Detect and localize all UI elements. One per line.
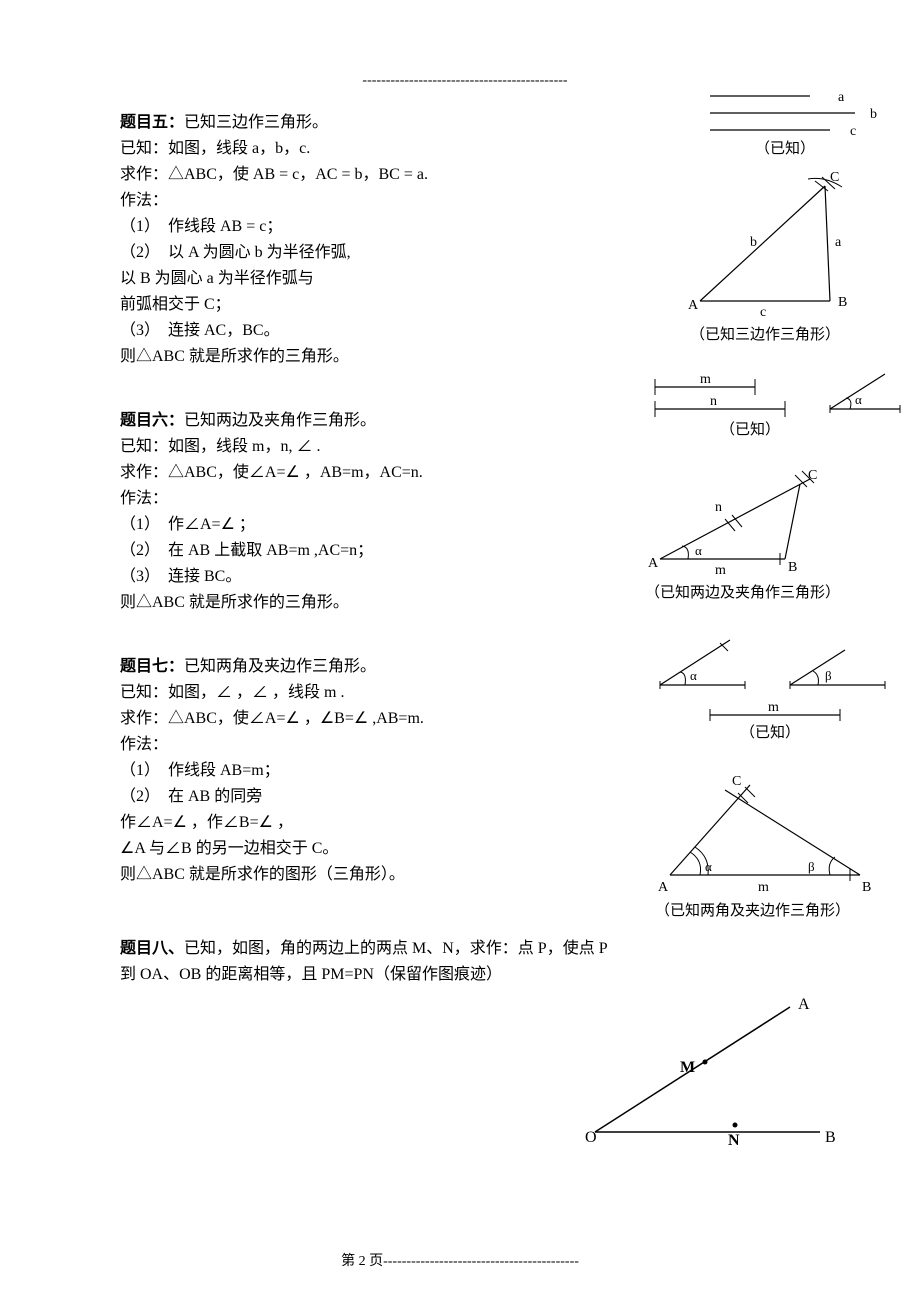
svg-text:c: c: [850, 124, 856, 139]
p6-step2: （2） 在 AB 上截取 AB=m ,AC=n；: [120, 539, 520, 563]
problem-6: 题目六：已知两边及夹角作三角形。 已知：如图，线段 m，n, ∠ . 求作：△A…: [120, 409, 870, 615]
p5-figure: a b c （已知） A B C b a c （已知三边作三角形）: [670, 81, 900, 369]
p7-step2b: 作∠A=∠ ，作∠B=∠ ，: [120, 811, 520, 835]
problem-7-text: 题目七：已知两角及夹边作三角形。 已知：如图，∠ ，∠ ，线段 m . 求作：△…: [120, 655, 520, 887]
p8-figure: O A B M N: [580, 997, 840, 1155]
svg-text:A: A: [648, 556, 659, 571]
svg-text:n: n: [710, 394, 717, 409]
svg-text:A: A: [658, 880, 669, 895]
svg-text:a: a: [838, 90, 845, 105]
p6-method: 作法：: [120, 487, 520, 511]
problem-8-text: 题目八、已知，如图，角的两边上的两点 M、N，求作：点 P，使点 P 到 OA、…: [120, 937, 720, 987]
p5-conclusion: 则△ABC 就是所求作的三角形。: [120, 345, 520, 369]
p7-step2c: ∠A 与∠B 的另一边相交于 C。: [120, 837, 520, 861]
svg-text:（已知两边及夹角作三角形）: （已知两边及夹角作三角形）: [645, 584, 840, 601]
footer-page: 第 2 页: [341, 1254, 383, 1269]
svg-text:C: C: [732, 774, 741, 789]
footer: 第 2 页-----------------------------------…: [0, 1251, 920, 1272]
p5-step2: （2） 以 A 为圆心 b 为半径作弧,: [120, 241, 520, 265]
problem-8: 题目八、已知，如图，角的两边上的两点 M、N，求作：点 P，使点 P 到 OA、…: [120, 937, 870, 987]
svg-text:α: α: [690, 668, 697, 683]
svg-text:α: α: [695, 543, 702, 558]
footer-dashes: ----------------------------------------…: [383, 1254, 579, 1269]
p7-method: 作法：: [120, 733, 520, 757]
p6-step1: （1） 作∠A=∠ ；: [120, 513, 520, 537]
svg-text:c: c: [760, 305, 766, 320]
p5-step1: （1） 作线段 AB = c；: [120, 215, 520, 239]
svg-text:A: A: [688, 298, 699, 313]
svg-text:（已知两角及夹边作三角形）: （已知两角及夹边作三角形）: [655, 902, 850, 919]
svg-text:A: A: [798, 997, 810, 1013]
svg-text:B: B: [788, 560, 797, 575]
p8-svg: O A B M N: [580, 997, 840, 1147]
svg-text:b: b: [750, 235, 757, 250]
p7-svg: α β m （已知） α β: [630, 635, 920, 925]
svg-text:C: C: [808, 468, 817, 483]
problem-6-text: 题目六：已知两边及夹角作三角形。 已知：如图，线段 m，n, ∠ . 求作：△A…: [120, 409, 520, 615]
svg-text:a: a: [835, 235, 842, 250]
svg-text:（已知）: （已知）: [740, 724, 800, 741]
svg-text:m: m: [700, 372, 711, 387]
svg-text:C: C: [830, 170, 839, 185]
p6-given: 已知：如图，线段 m，n, ∠ .: [120, 435, 520, 459]
p6-require: 求作：△ABC，使∠A=∠ ，AB=m，AC=n.: [120, 461, 520, 485]
p7-step2: （2） 在 AB 的同旁: [120, 785, 520, 809]
svg-text:O: O: [585, 1129, 597, 1146]
p6-conclusion: 则△ABC 就是所求作的三角形。: [120, 591, 520, 615]
svg-text:m: m: [758, 880, 769, 895]
svg-text:N: N: [728, 1132, 740, 1147]
svg-text:（已知）: （已知）: [720, 421, 780, 438]
svg-text:B: B: [825, 1129, 836, 1146]
p7-figure: α β m （已知） α β: [630, 635, 920, 933]
svg-text:m: m: [715, 563, 726, 578]
p8-text2: 到 OA、OB 的距离相等，且 PM=PN（保留作图痕迹）: [120, 963, 720, 987]
svg-text:β: β: [808, 859, 815, 874]
p6-title-text: 已知两边及夹角作三角形。: [184, 412, 376, 429]
svg-text:β: β: [825, 668, 832, 683]
p7-title: 题目七：: [120, 658, 184, 675]
p7-title-text: 已知两角及夹边作三角形。: [184, 658, 376, 675]
svg-text:n: n: [715, 500, 722, 515]
p5-step2b: 以 B 为圆心 a 为半径作弧与: [120, 267, 520, 291]
p5-svg: a b c （已知） A B C b a c （已知三边作三角形）: [670, 81, 900, 361]
p8-title: 题目八、: [120, 940, 184, 957]
svg-text:（已知三边作三角形）: （已知三边作三角形）: [690, 326, 840, 343]
problem-5: 题目五：已知三边作三角形。 已知：如图，线段 a，b，c. 求作：△ABC，使 …: [120, 111, 870, 369]
svg-text:B: B: [838, 295, 847, 310]
svg-text:b: b: [870, 107, 877, 122]
p8-text1: 已知，如图，角的两边上的两点 M、N，求作：点 P，使点 P: [184, 940, 608, 957]
p5-require: 求作：△ABC，使 AB = c，AC = b，BC = a.: [120, 163, 520, 187]
svg-text:α: α: [855, 392, 862, 407]
p6-figure: m n α （已知） α A B C: [640, 369, 910, 617]
p7-given: 已知：如图，∠ ，∠ ，线段 m .: [120, 681, 520, 705]
p6-title: 题目六：: [120, 412, 184, 429]
p5-title-text: 已知三边作三角形。: [184, 114, 328, 131]
p5-step2c: 前弧相交于 C；: [120, 293, 520, 317]
svg-text:M: M: [680, 1059, 695, 1076]
p5-given: 已知：如图，线段 a，b，c.: [120, 137, 520, 161]
svg-text:m: m: [768, 700, 779, 715]
svg-text:（已知）: （已知）: [755, 140, 815, 157]
svg-text:α: α: [705, 859, 712, 874]
p7-step1: （1） 作线段 AB=m；: [120, 759, 520, 783]
p7-conclusion: 则△ABC 就是所求作的图形（三角形）。: [120, 863, 520, 887]
p5-method: 作法：: [120, 189, 520, 213]
p6-step3: （3） 连接 BC。: [120, 565, 520, 589]
p6-svg: m n α （已知） α A B C: [640, 369, 910, 609]
problem-7: 题目七：已知两角及夹边作三角形。 已知：如图，∠ ，∠ ，线段 m . 求作：△…: [120, 655, 870, 887]
p7-require: 求作：△ABC，使∠A=∠ ，∠B=∠ ,AB=m.: [120, 707, 520, 731]
svg-text:B: B: [862, 880, 871, 895]
p5-step3: （3） 连接 AC，BC。: [120, 319, 520, 343]
problem-5-text: 题目五：已知三边作三角形。 已知：如图，线段 a，b，c. 求作：△ABC，使 …: [120, 111, 520, 369]
p5-title: 题目五：: [120, 114, 184, 131]
